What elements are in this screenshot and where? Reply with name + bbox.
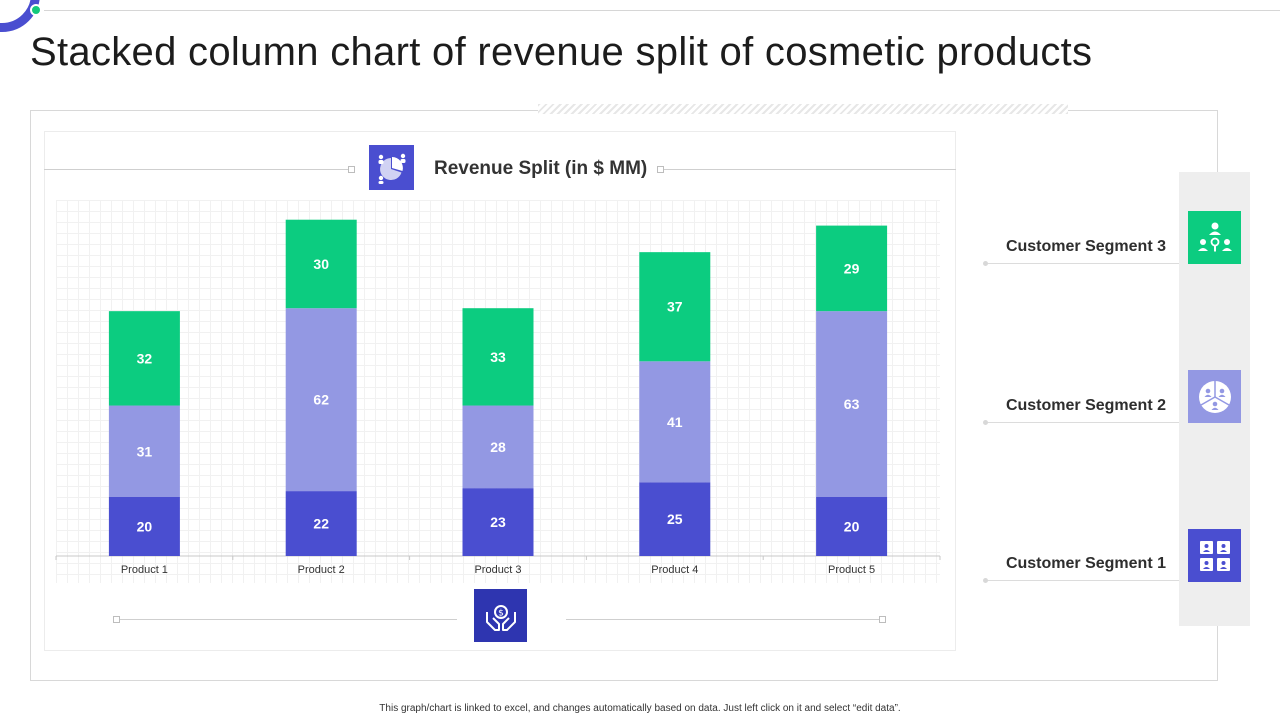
bar-1-segment-1[interactable]: [108, 497, 180, 556]
hatch-decoration: [538, 104, 1068, 114]
bar-2-segment-2-label: 62: [313, 392, 329, 408]
pie-chart-people-icon: [1188, 370, 1241, 423]
bar-2-segment-2[interactable]: [285, 308, 357, 492]
header-line-end-left: [348, 166, 355, 173]
bar-3-segment-2-label: 28: [490, 439, 506, 455]
bar-5-segment-2[interactable]: [816, 311, 888, 497]
bar-4-segment-2[interactable]: [639, 361, 711, 483]
bar-5-segment-3-label: 29: [844, 260, 860, 276]
top-divider: [44, 10, 1280, 11]
segment-3-dot: [983, 261, 988, 266]
page-title: Stacked column chart of revenue split of…: [30, 30, 1093, 74]
bar-3-segment-1[interactable]: [462, 488, 534, 556]
svg-text:$: $: [498, 608, 504, 618]
bar-1-segment-1-label: 20: [137, 519, 153, 535]
segment-3-label: Customer Segment 3: [1005, 238, 1166, 255]
x-tick-label-5: Product 5: [828, 564, 875, 576]
chart-people-icon: [369, 145, 414, 190]
corner-dot-decoration: [30, 4, 42, 16]
team-network-icon: [1188, 211, 1241, 264]
segment-2-line: [985, 422, 1179, 423]
footer-note: This graph/chart is linked to excel, and…: [379, 703, 901, 714]
chart-title: Revenue Split (in $ MM): [434, 158, 648, 179]
bar-4-segment-1-label: 25: [667, 511, 683, 527]
hands-money-icon: $: [474, 589, 527, 642]
x-tick-label-1: Product 1: [121, 564, 168, 576]
bar-2-segment-1[interactable]: [285, 491, 357, 556]
bar-1-segment-2-label: 31: [137, 443, 153, 459]
bar-5-segment-2-label: 63: [844, 396, 860, 412]
bottom-line-end-right: [879, 616, 886, 623]
user-grid-icon: [1188, 529, 1241, 582]
header-line-right: [662, 169, 956, 170]
bottom-line-left: [116, 619, 457, 620]
segment-3-line: [985, 263, 1179, 264]
header-line-end-right: [657, 166, 664, 173]
segment-2-label: Customer Segment 2: [1005, 397, 1166, 414]
segment-1-dot: [983, 578, 988, 583]
bottom-line-right: [566, 619, 883, 620]
header-line-left: [44, 169, 352, 170]
bar-2-segment-3[interactable]: [285, 219, 357, 309]
bar-5-segment-3[interactable]: [816, 225, 888, 312]
segment-1-label: Customer Segment 1: [1005, 555, 1166, 572]
x-tick-label-3: Product 3: [474, 564, 521, 576]
bar-1-segment-2[interactable]: [108, 405, 180, 497]
bar-3-segment-1-label: 23: [490, 514, 506, 530]
x-tick-label-4: Product 4: [651, 564, 698, 576]
segment-1-line: [985, 580, 1179, 581]
segment-2-dot: [983, 420, 988, 425]
bar-2-segment-3-label: 30: [313, 256, 329, 272]
bar-3-segment-3-label: 33: [490, 349, 506, 365]
bar-1-segment-3-label: 32: [137, 350, 153, 366]
x-tick-label-2: Product 2: [298, 564, 345, 576]
bar-4-segment-1[interactable]: [639, 482, 711, 556]
bar-5-segment-1-label: 20: [844, 519, 860, 535]
bar-4-segment-2-label: 41: [667, 414, 683, 430]
bar-4-segment-3-label: 37: [667, 299, 683, 315]
bar-5-segment-1[interactable]: [816, 497, 888, 556]
bar-4-segment-3[interactable]: [639, 252, 711, 362]
bar-3-segment-2[interactable]: [462, 405, 534, 489]
bar-3-segment-3[interactable]: [462, 308, 534, 406]
bar-1-segment-3[interactable]: [108, 311, 180, 406]
bar-2-segment-1-label: 22: [313, 516, 329, 532]
bottom-line-end-left: [113, 616, 120, 623]
